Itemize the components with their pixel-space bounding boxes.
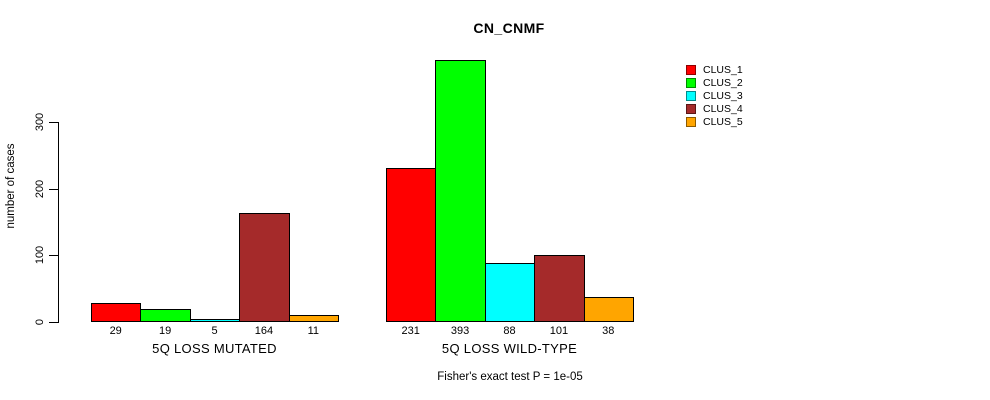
y-tick-label: 0	[34, 318, 46, 326]
legend-swatch-icon	[686, 116, 696, 127]
legend-item-clus_4: CLUS_4	[686, 102, 743, 115]
legend: CLUS_1 CLUS_2 CLUS_3 CLUS_4 CLUS_5	[686, 63, 743, 128]
legend-swatch-icon	[686, 103, 696, 114]
bar-clus_3-2	[485, 263, 535, 322]
bar-clus_1-1	[91, 303, 141, 322]
group-label: 5Q LOSS WILD-TYPE	[441, 341, 578, 356]
bar-clus_2-2	[435, 60, 486, 322]
legend-item-clus_1: CLUS_1	[686, 63, 743, 76]
y-tick-label: 100	[34, 246, 46, 265]
bar-value-label: 164	[254, 325, 274, 337]
legend-label: CLUS_3	[703, 89, 743, 102]
y-tick	[49, 322, 58, 323]
chart-title: CN_CNMF	[473, 20, 545, 36]
legend-item-clus_5: CLUS_5	[686, 115, 743, 128]
bar-value-label: 29	[109, 325, 122, 337]
y-tick-label: 300	[34, 112, 46, 132]
bar-clus_2-1	[140, 309, 191, 322]
bar-value-label: 11	[307, 325, 320, 337]
legend-swatch-icon	[686, 90, 696, 101]
bar-clus_5-2	[584, 297, 634, 322]
bar-value-label: 231	[401, 325, 420, 337]
legend-label: CLUS_2	[703, 76, 743, 89]
y-tick-label: 200	[34, 179, 46, 198]
bar-value-label: 19	[158, 325, 172, 337]
legend-item-clus_3: CLUS_3	[686, 89, 743, 102]
legend-label: CLUS_5	[703, 115, 743, 128]
y-tick	[49, 122, 58, 123]
bar-value-label: 38	[602, 325, 615, 337]
y-tick	[49, 255, 58, 257]
legend-swatch-icon	[686, 77, 696, 88]
y-tick	[49, 188, 58, 190]
bar-value-label: 5	[211, 325, 218, 337]
bar-clus_3-1	[190, 319, 240, 322]
legend-label: CLUS_4	[703, 102, 743, 115]
footer-text: Fisher's exact test P = 1e-05	[437, 371, 583, 383]
bar-clus_5-1	[289, 315, 339, 322]
y-axis-line	[58, 122, 59, 323]
legend-item-clus_2: CLUS_2	[686, 76, 743, 89]
legend-label: CLUS_1	[703, 63, 743, 76]
bar-value-label: 101	[549, 325, 569, 337]
legend-swatch-icon	[686, 64, 696, 75]
bar-clus_4-2	[534, 255, 585, 322]
group-label: 5Q LOSS MUTATED	[152, 341, 277, 356]
bar-value-label: 393	[450, 325, 470, 337]
bar-value-label: 88	[503, 325, 516, 337]
bar-clus_4-1	[239, 213, 290, 322]
bar-clus_1-2	[386, 168, 436, 322]
